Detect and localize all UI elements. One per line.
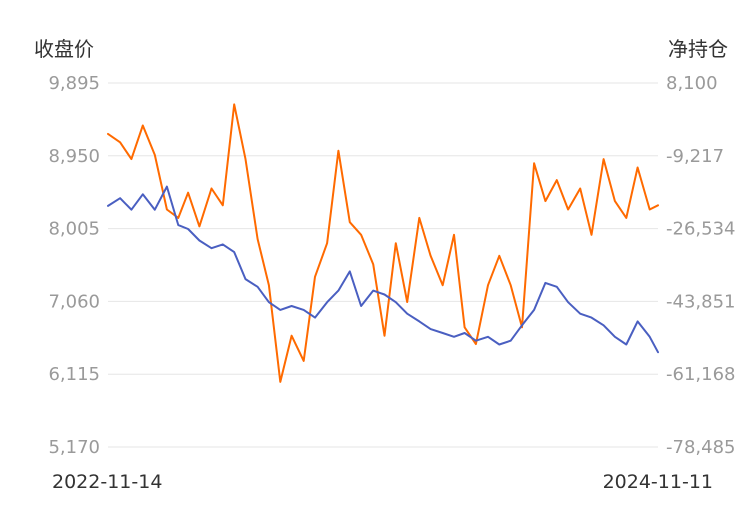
- right-tick-label: -78,485: [666, 437, 735, 458]
- right-axis-ticks: 8,100 -9,217 -26,534 -43,851 -61,168 -78,485: [666, 73, 735, 458]
- right-tick-label: -43,851: [666, 291, 735, 312]
- right-tick-label: -9,217: [666, 146, 724, 167]
- left-tick-label: 8,950: [48, 146, 100, 167]
- right-axis-title: 净持仓: [668, 37, 728, 61]
- left-tick-label: 9,895: [48, 73, 100, 94]
- left-axis-ticks: 9,895 8,950 8,005 7,060 6,115 5,170: [48, 73, 100, 458]
- x-tick-start: 2022-11-14: [52, 471, 162, 493]
- close-price-line: [107, 185, 659, 354]
- right-tick-label: -26,534: [666, 219, 735, 240]
- left-axis-title: 收盘价: [34, 37, 94, 61]
- left-tick-label: 6,115: [48, 364, 100, 385]
- left-tick-label: 5,170: [48, 437, 100, 458]
- x-axis-ticks: 2022-11-14 2024-11-11: [52, 471, 713, 493]
- x-tick-end: 2024-11-11: [603, 471, 713, 493]
- net-position-line: [107, 103, 659, 383]
- left-tick-label: 7,060: [48, 291, 100, 312]
- series-layer: [107, 103, 659, 383]
- grid-lines: [108, 82, 658, 448]
- left-tick-label: 8,005: [48, 219, 100, 240]
- right-tick-label: -61,168: [666, 364, 735, 385]
- right-tick-label: 8,100: [666, 73, 718, 94]
